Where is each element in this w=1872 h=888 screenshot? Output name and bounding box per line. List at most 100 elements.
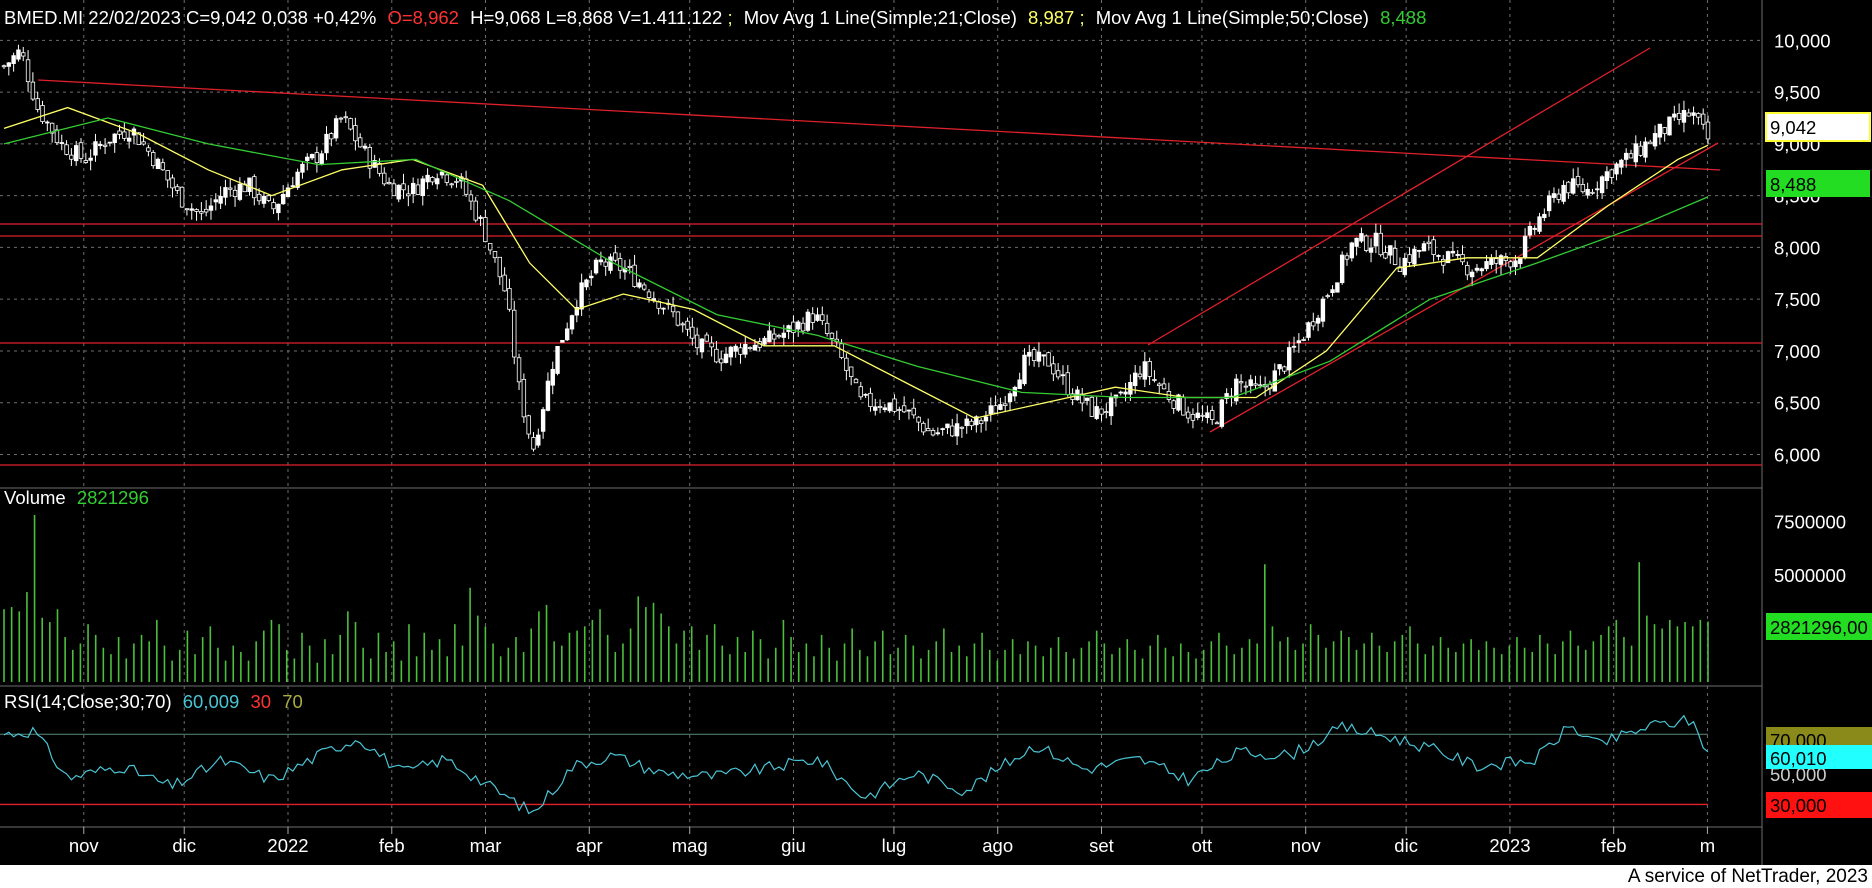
candle-body xyxy=(882,407,888,411)
candle-body xyxy=(1614,163,1619,175)
candle-body xyxy=(1219,399,1225,427)
candle-body xyxy=(1498,255,1504,265)
candle-body xyxy=(632,264,637,287)
candle-body xyxy=(1474,267,1480,271)
candle-body xyxy=(117,130,122,135)
candle-body xyxy=(102,144,108,147)
candle-body xyxy=(415,184,421,195)
candle-body xyxy=(1705,121,1711,140)
rsi-tick-50: 50,000 xyxy=(1770,764,1827,785)
candle-body xyxy=(728,346,734,358)
candle-body xyxy=(974,416,979,426)
candle-body xyxy=(709,342,714,348)
candle-body xyxy=(983,416,989,422)
candle-body xyxy=(6,62,12,67)
candle-body xyxy=(165,170,170,181)
candle-body xyxy=(800,322,806,332)
candle-body xyxy=(675,311,681,326)
volume-header: Volume 2821296 xyxy=(4,487,149,508)
candle-body xyxy=(1373,232,1379,247)
candle-body xyxy=(1311,321,1316,327)
candle-body xyxy=(25,59,31,83)
volume-axis: 7500000 5000000 xyxy=(1774,511,1846,586)
candle-body xyxy=(1484,261,1489,270)
candle-body xyxy=(468,194,474,202)
candle-body xyxy=(1055,370,1061,378)
candle-body xyxy=(1566,181,1571,194)
candle-body xyxy=(1648,141,1653,145)
candle-body xyxy=(290,185,296,188)
candle-body xyxy=(771,333,777,340)
candle-body xyxy=(1383,252,1388,259)
candle-body xyxy=(1190,414,1196,421)
candle-body xyxy=(1441,258,1446,266)
candle-body xyxy=(492,251,498,259)
candle-body xyxy=(1258,384,1263,387)
candle-body xyxy=(189,208,194,211)
volume-tick-label: 7500000 xyxy=(1774,511,1846,532)
candle-body xyxy=(223,187,228,198)
candle-body xyxy=(1243,385,1249,388)
candle-body xyxy=(1359,233,1364,242)
candle-body xyxy=(608,256,613,271)
ma50-value: 8,488 xyxy=(1380,7,1426,28)
candle-body xyxy=(1084,397,1090,401)
candle-body xyxy=(175,186,180,191)
candle-body xyxy=(444,174,450,183)
candle-body xyxy=(536,434,541,446)
support-resistance-lines xyxy=(0,223,1762,466)
volume-tag: 2821296,00 xyxy=(1766,613,1872,640)
candle-body xyxy=(1551,193,1557,198)
candle-body xyxy=(829,332,835,339)
candle-body xyxy=(1489,257,1494,265)
candle-body xyxy=(1643,141,1648,158)
candle-body xyxy=(1157,383,1162,387)
price-tick-label: 8,000 xyxy=(1774,237,1820,258)
candle-body xyxy=(892,398,897,412)
candle-body xyxy=(906,409,912,412)
chart-header: BMED.MI 22/02/2023 C=9,042 0,038 +0,42% … xyxy=(4,7,1426,28)
candle-body xyxy=(1036,351,1042,362)
candle-body xyxy=(74,145,79,162)
candle-body xyxy=(1,65,7,68)
candle-body xyxy=(820,314,825,322)
date-tick-label: m xyxy=(1700,835,1715,856)
candle-body xyxy=(1628,153,1634,159)
candle-body xyxy=(699,338,705,353)
candle-body xyxy=(1349,242,1354,259)
candle-body xyxy=(1137,373,1143,378)
candle-body xyxy=(637,282,642,288)
candle-body xyxy=(406,193,411,197)
candle-body xyxy=(694,334,700,349)
candle-body xyxy=(767,330,772,343)
candle-body xyxy=(377,162,382,174)
date-tick-label: 2022 xyxy=(267,835,308,856)
candle-body xyxy=(319,153,324,165)
candle-body xyxy=(88,157,93,161)
candle-body xyxy=(179,186,185,208)
candle-body xyxy=(146,147,151,152)
candle-body xyxy=(358,137,363,148)
candle-body xyxy=(988,405,993,415)
volume-label: Volume xyxy=(4,487,66,508)
candle-body xyxy=(680,323,685,326)
candle-body xyxy=(401,183,406,191)
rsi-tag-30: 30,000 xyxy=(1766,792,1872,818)
footer-bar xyxy=(0,865,1872,888)
price-tick-label: 6,000 xyxy=(1774,444,1820,465)
candle-body xyxy=(237,183,243,200)
candle-body xyxy=(1306,322,1311,338)
candle-body xyxy=(208,205,214,211)
candle-body xyxy=(1171,400,1176,409)
candle-body xyxy=(555,346,560,374)
candle-body xyxy=(1200,414,1205,417)
candle-body xyxy=(723,353,729,363)
candle-body xyxy=(1469,271,1475,278)
candle-body xyxy=(516,357,522,383)
candle-body xyxy=(372,160,377,168)
rsi-tag-current: 60,010 xyxy=(1766,745,1872,769)
candle-body xyxy=(497,256,502,278)
candle-body xyxy=(1161,383,1167,390)
candle-body xyxy=(714,348,719,363)
candle-body xyxy=(1046,352,1051,367)
